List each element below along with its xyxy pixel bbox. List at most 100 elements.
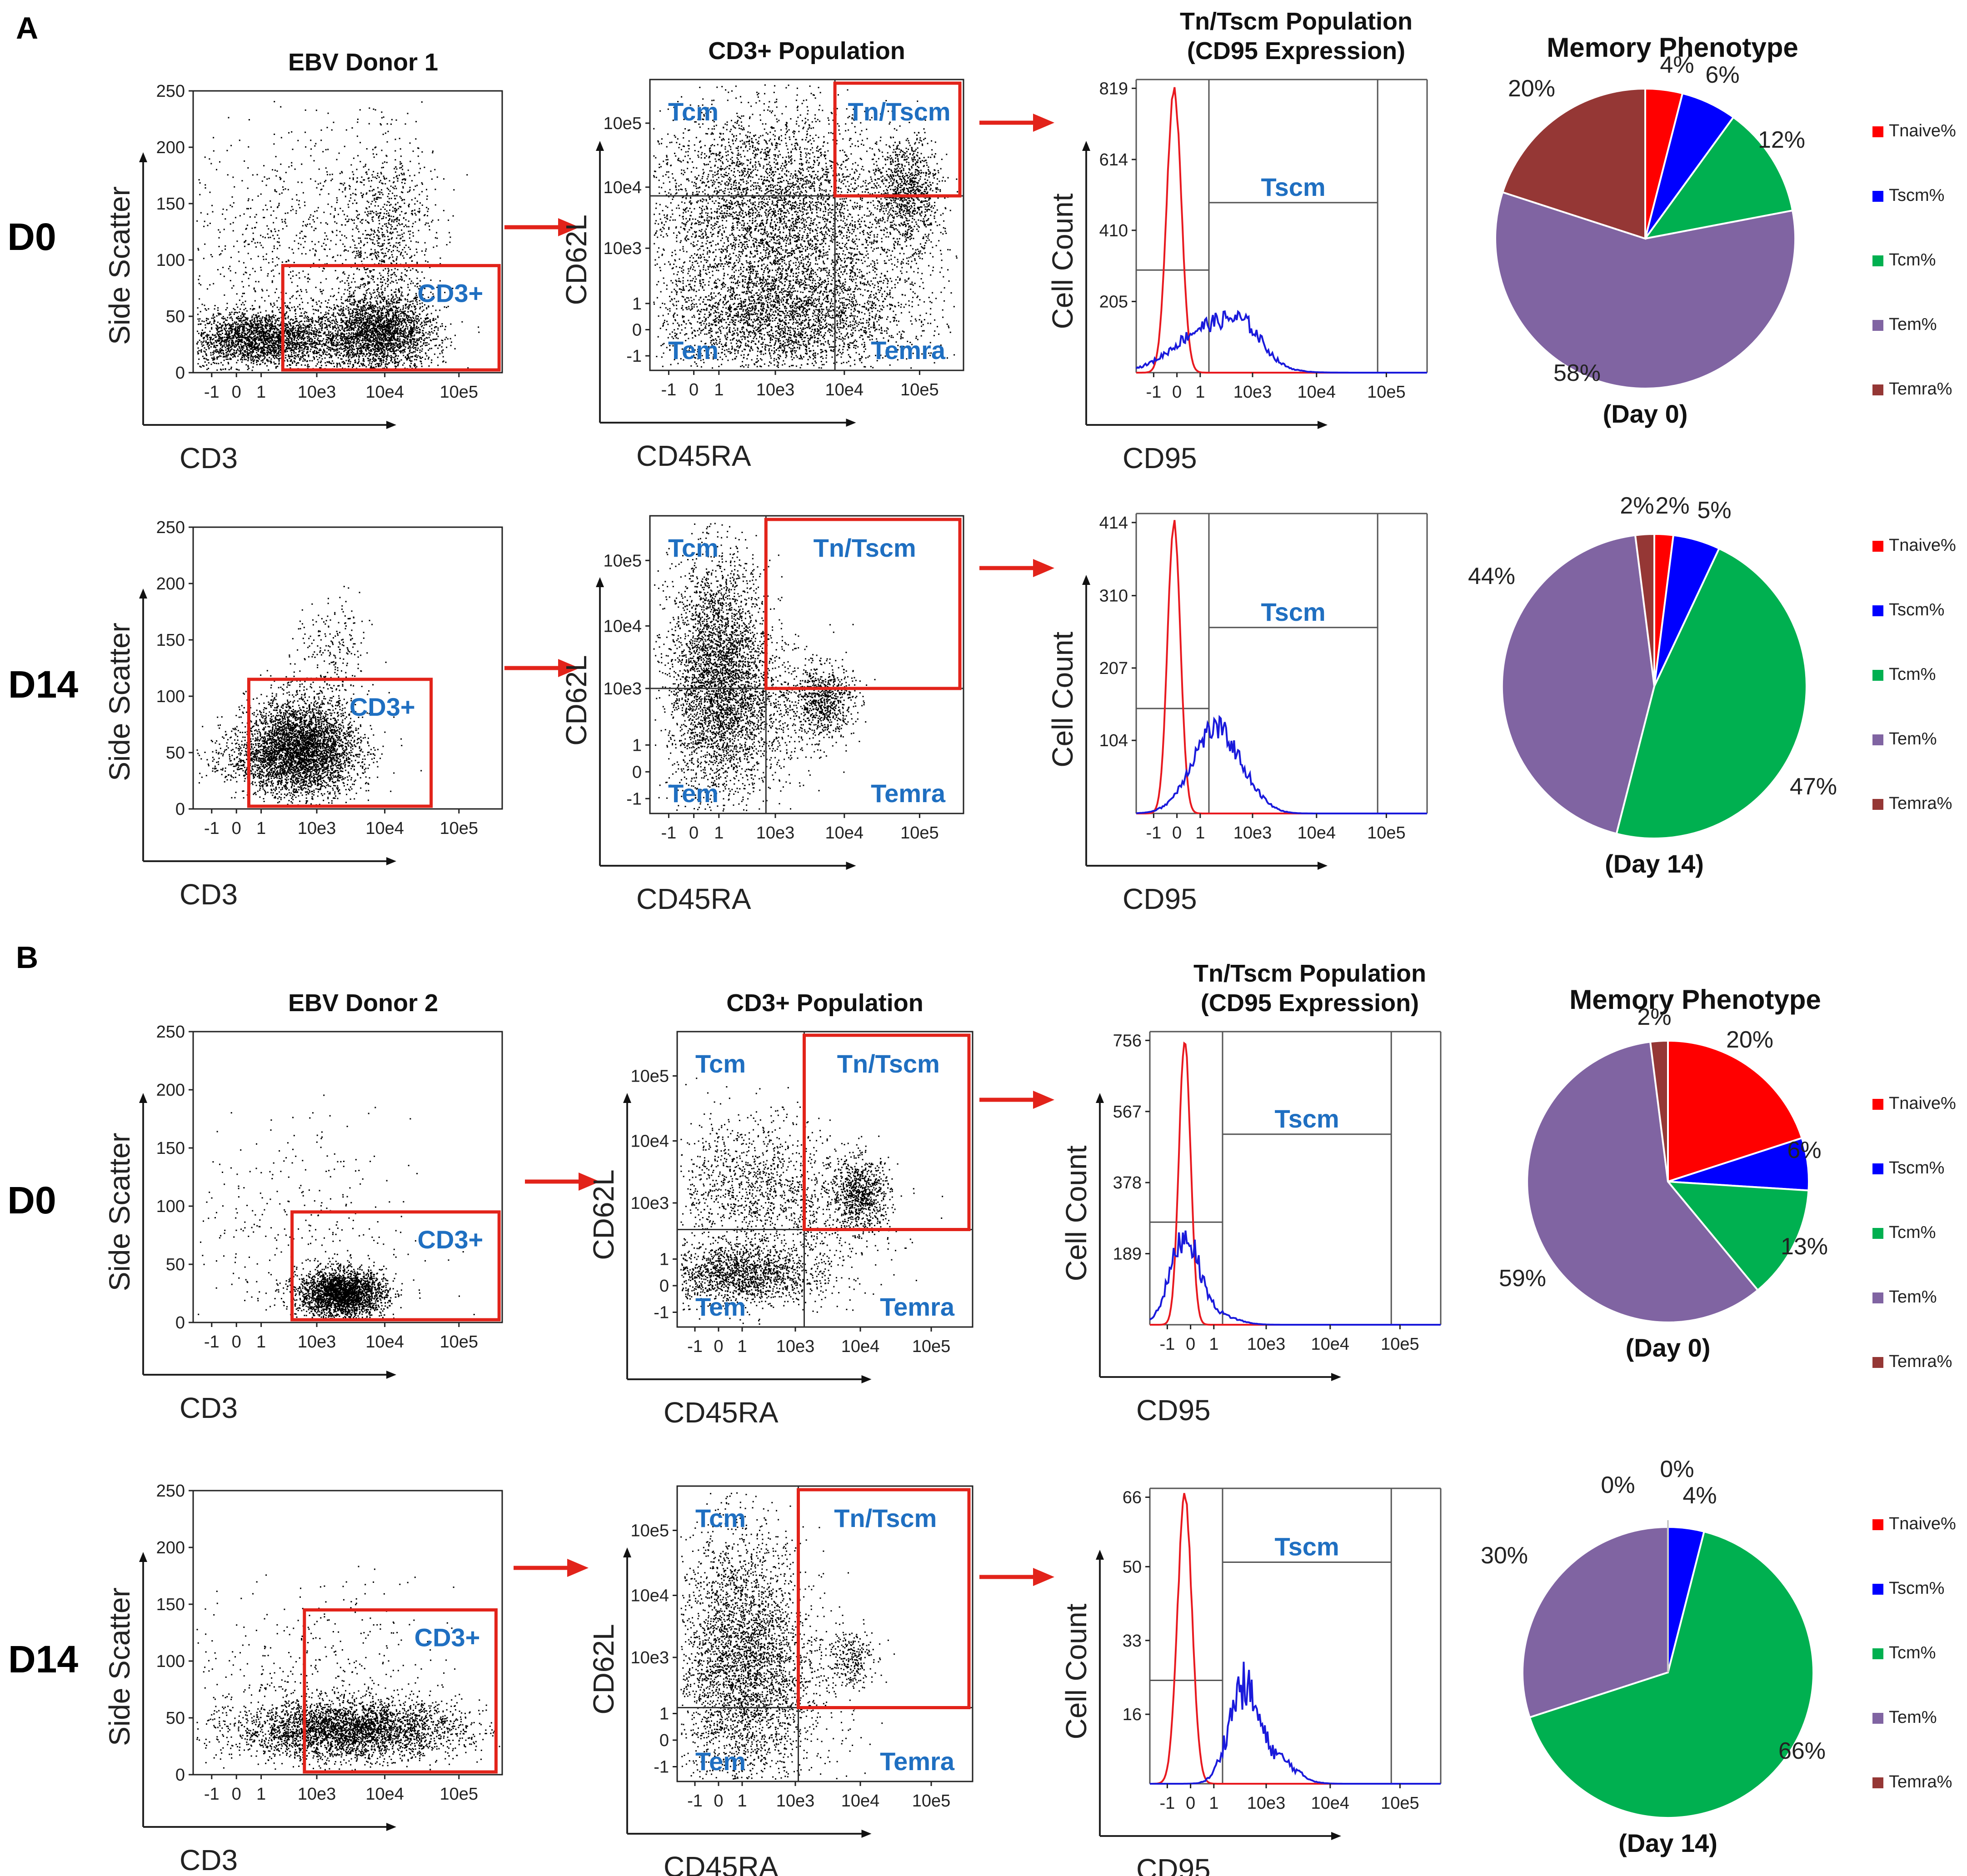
- quadrant-label-tem: Tem: [695, 1292, 746, 1321]
- x-tick-labels: -1 0 1 10e3 10e4 10e5: [204, 1322, 478, 1352]
- y-tick-label: 0: [659, 1731, 669, 1750]
- pie-value-label: 47%: [1790, 773, 1837, 800]
- pie-legend: Tnaive% Tscm% Tcm% Tem% Temra%: [1872, 536, 1956, 813]
- pie-value-label: 0%: [1660, 1456, 1694, 1482]
- y-tick-labels: -1 0 1 10e3 10e4 10e5: [630, 1067, 677, 1322]
- legend-label: Tem%: [1889, 729, 1937, 748]
- y-tick-labels: 0 50 100 150 200 250: [156, 1023, 193, 1332]
- gate-arrow-head: [558, 659, 579, 677]
- pie-slice-temra: [1634, 533, 1655, 687]
- cd3-gate-label: CD3+: [417, 1225, 483, 1254]
- quadrant-label-temra: Temra: [871, 779, 946, 808]
- x-tick-label: -1: [661, 380, 677, 399]
- y-tick-label: 100: [156, 687, 185, 706]
- y-tick-label: 10e3: [603, 679, 642, 699]
- x-tick-label: -1: [661, 823, 677, 843]
- axis-arrowhead: [1331, 1373, 1341, 1381]
- x-tick-label: -1: [204, 1332, 220, 1352]
- legend-label: Temra%: [1889, 1352, 1952, 1371]
- cd3-gate-label: CD3+: [349, 693, 415, 721]
- pie-legend: Tnaive% Tscm% Tcm% Tem% Temra%: [1872, 121, 1956, 399]
- y-tick-label: 10e5: [603, 114, 642, 133]
- quadrant-label-tem: Tem: [695, 1747, 746, 1776]
- legend-swatch: [1872, 1292, 1883, 1303]
- axis-arrowhead: [1096, 1093, 1104, 1103]
- event-dots: [196, 586, 422, 807]
- event-dots: [680, 1492, 895, 1780]
- pie-slice-tcm: [1528, 1530, 1815, 1819]
- y-tick-label: 10e5: [603, 551, 642, 570]
- x-axis-label: CD45RA: [664, 1396, 779, 1429]
- x-tick-label: 10e3: [1233, 823, 1272, 843]
- y-tick-label: 10e3: [630, 1194, 669, 1213]
- y-tick-label: 16: [1123, 1705, 1142, 1724]
- row-label-d0: D0: [7, 1179, 56, 1222]
- pie-slice-tscm: [1644, 92, 1735, 239]
- pie-slice-tem: [1501, 534, 1656, 835]
- pie-slice-tcm: [1643, 116, 1794, 240]
- legend-swatch: [1872, 1648, 1883, 1659]
- x-tick-label: 10e5: [440, 819, 479, 838]
- x-tick-label: 0: [1172, 823, 1182, 843]
- event-dots: [680, 1078, 944, 1325]
- x-tick-label: 1: [1209, 1794, 1218, 1813]
- x-tick-label: 0: [1186, 1335, 1195, 1354]
- gate-arrow-head: [567, 1559, 589, 1577]
- legend-swatch: [1872, 605, 1883, 616]
- pie-value-label: 2%: [1655, 493, 1689, 519]
- y-tick-label: 0: [632, 763, 642, 782]
- donor-title: EBV Donor 2: [288, 989, 438, 1017]
- event-dots: [196, 101, 499, 371]
- memory-phenotype-pie: 0% 4%66%30%0%(Day 14): [1481, 1456, 1826, 1857]
- y-tick-label: -1: [654, 1758, 669, 1777]
- y-tick-label: 10e5: [630, 1067, 669, 1086]
- histogram-title-line2: (CD95 Expression): [1201, 989, 1419, 1017]
- gate-arrow-head: [1033, 559, 1054, 577]
- histogram-title-line2: (CD95 Expression): [1187, 37, 1405, 65]
- axis-arrowhead: [1096, 1550, 1104, 1560]
- quadrant-label-tcm: Tcm: [695, 1504, 746, 1532]
- plot-frame: [649, 515, 964, 814]
- x-axis-label: CD95: [1123, 442, 1197, 474]
- x-tick-label: 1: [256, 1785, 266, 1804]
- y-tick-label: 10e3: [630, 1648, 669, 1667]
- y-tick-label: 756: [1113, 1031, 1142, 1050]
- legend-swatch: [1872, 255, 1883, 266]
- histogram-title-line1: Tn/Tscm Population: [1180, 8, 1413, 35]
- x-tick-label: -1: [687, 1337, 703, 1356]
- legend-swatch: [1872, 541, 1883, 552]
- x-axis-label: CD45RA: [664, 1851, 779, 1876]
- x-axis-label: CD95: [1123, 883, 1197, 915]
- cd3-ssc-plot: CD3+-1 0 1 10e3 10e4 10e5050100150200250CD3Si…: [103, 518, 503, 911]
- x-tick-label: 10e5: [900, 823, 939, 843]
- y-axis-label: Cell Count: [1060, 1603, 1093, 1739]
- x-tick-label: 10e3: [298, 819, 336, 838]
- x-tick-label: 10e3: [298, 383, 336, 402]
- cd3-population-title: CD3+ Population: [726, 989, 924, 1017]
- plot-frame: [676, 1485, 974, 1782]
- legend-label: Temra%: [1889, 379, 1952, 399]
- pie-value-label: 44%: [1468, 563, 1515, 589]
- axis-arrowhead: [139, 1552, 147, 1562]
- y-tick-labels: 205 410 614 819: [1099, 79, 1136, 311]
- quadrant-label-temra: Temra: [880, 1747, 955, 1776]
- y-axis-label: Side Scatter: [103, 623, 136, 781]
- pie-value-label: 2%: [1637, 1004, 1671, 1030]
- y-tick-label: 819: [1099, 79, 1128, 98]
- x-tick-label: 10e3: [776, 1791, 815, 1811]
- control-histogram-red: [1136, 87, 1427, 374]
- y-tick-labels: -1 0 1 10e3 10e4 10e5: [630, 1522, 677, 1777]
- y-tick-label: 250: [156, 1482, 185, 1501]
- legend-swatch: [1872, 1163, 1883, 1174]
- y-axis-label: Side Scatter: [103, 1133, 136, 1291]
- legend-label: Tem%: [1889, 315, 1937, 334]
- x-tick-label: -1: [1146, 823, 1162, 843]
- axis-arrowhead: [861, 1375, 872, 1383]
- axis-arrowhead: [1082, 141, 1090, 151]
- cd3-gate: [303, 1608, 498, 1774]
- cd95-histogram: Tscm -1 0 1 10e3 10e4 10e5 16 33 50 66 CD95 Cell Cou…: [1060, 1487, 1442, 1876]
- y-tick-label: 10e4: [603, 178, 642, 197]
- x-tick-labels: -1 0 1 10e3 10e4 10e5: [204, 809, 478, 838]
